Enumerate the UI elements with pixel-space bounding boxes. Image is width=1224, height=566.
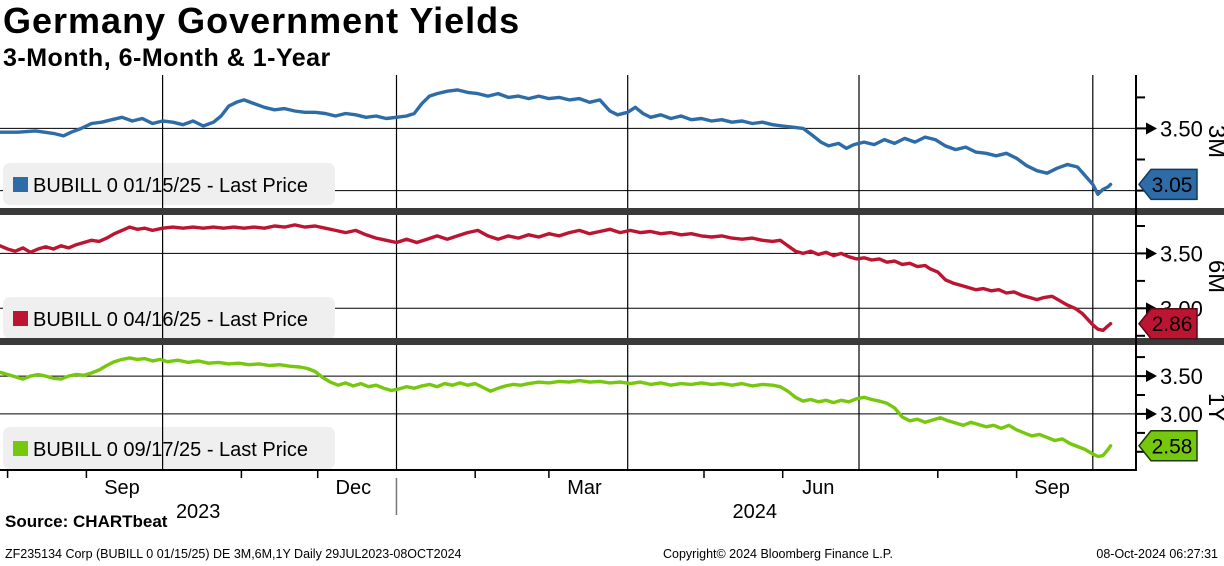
tick-arrow-icon — [1146, 407, 1157, 420]
ytick-label-1Y-3.50: 3.50 — [1160, 364, 1203, 389]
price-tags: 3.05 2.86 2.58 — [1138, 168, 1198, 462]
xtick-label-Dec: Dec — [336, 477, 372, 499]
legend-label: BUBILL 0 04/16/25 - Last Price — [33, 309, 308, 331]
legend-swatch-icon — [13, 441, 28, 456]
ytick-label-1Y-3.00: 3.00 — [1160, 402, 1203, 427]
last-price-tag-3M: 3.05 — [1138, 168, 1198, 201]
ytick-label-6M-3.50: 3.50 — [1160, 241, 1203, 266]
legend-3M[interactable]: BUBILL 0 01/15/25 - Last Price — [3, 163, 335, 205]
last-price-value: 2.86 — [1152, 313, 1193, 336]
legend-6M[interactable]: BUBILL 0 04/16/25 - Last Price — [3, 297, 335, 339]
legend-layer: BUBILL 0 01/15/25 - Last Price BUBILL 0 0… — [3, 163, 335, 469]
legend-1Y[interactable]: BUBILL 0 09/17/25 - Last Price — [3, 427, 335, 469]
vertical-gridlines — [162, 75, 1094, 470]
panel-label-1Y: 1Y — [1203, 393, 1224, 422]
ytick-label-3M-3.50: 3.50 — [1160, 116, 1203, 141]
panel-separators — [0, 208, 1224, 345]
tick-arrow-icon — [1146, 247, 1157, 260]
last-price-tag-6M: 2.86 — [1138, 307, 1198, 340]
panel-separator — [0, 208, 1224, 215]
page-subtitle: 3-Month, 6-Month & 1-Year — [3, 44, 331, 72]
xtick-label-Mar: Mar — [567, 477, 602, 499]
series-line-3M — [0, 88, 1113, 197]
legend-swatch-icon — [13, 177, 28, 192]
timestamp-footnote: 08-Oct-2024 06:27:31 — [1096, 547, 1218, 561]
xtick-label-Jun: Jun — [802, 477, 834, 499]
last-price-tag-1Y: 2.58 — [1138, 430, 1198, 462]
xtick-label-Sep: Sep — [104, 477, 140, 499]
source-label: Source: CHARTbeat — [5, 512, 168, 531]
panel-separator — [0, 338, 1224, 345]
legend-label: BUBILL 0 01/15/25 - Last Price — [33, 175, 308, 197]
legend-label: BUBILL 0 09/17/25 - Last Price — [33, 439, 308, 461]
panel-label-6M: 6M — [1203, 260, 1224, 293]
last-price-value: 3.05 — [1152, 174, 1193, 197]
copyright-footnote: Copyright© 2024 Bloomberg Finance L.P. — [663, 547, 893, 561]
series-layer — [0, 88, 1113, 459]
page-title: Germany Government Yields — [3, 0, 521, 41]
tick-arrow-icon — [1146, 122, 1157, 135]
year-label-2023: 2023 — [176, 501, 221, 523]
last-price-value: 2.58 — [1152, 435, 1193, 458]
tick-arrow-icon — [1146, 370, 1157, 383]
xtick-label-Sep: Sep — [1034, 477, 1070, 499]
panel-label-3M: 3M — [1203, 125, 1224, 158]
series-line-6M — [0, 223, 1113, 332]
ticker-footnote: ZF235134 Corp (BUBILL 0 01/15/25) DE 3M,… — [5, 547, 462, 561]
series-line-1Y — [0, 356, 1113, 459]
legend-swatch-icon — [13, 311, 28, 326]
year-label-2024: 2024 — [733, 501, 778, 523]
